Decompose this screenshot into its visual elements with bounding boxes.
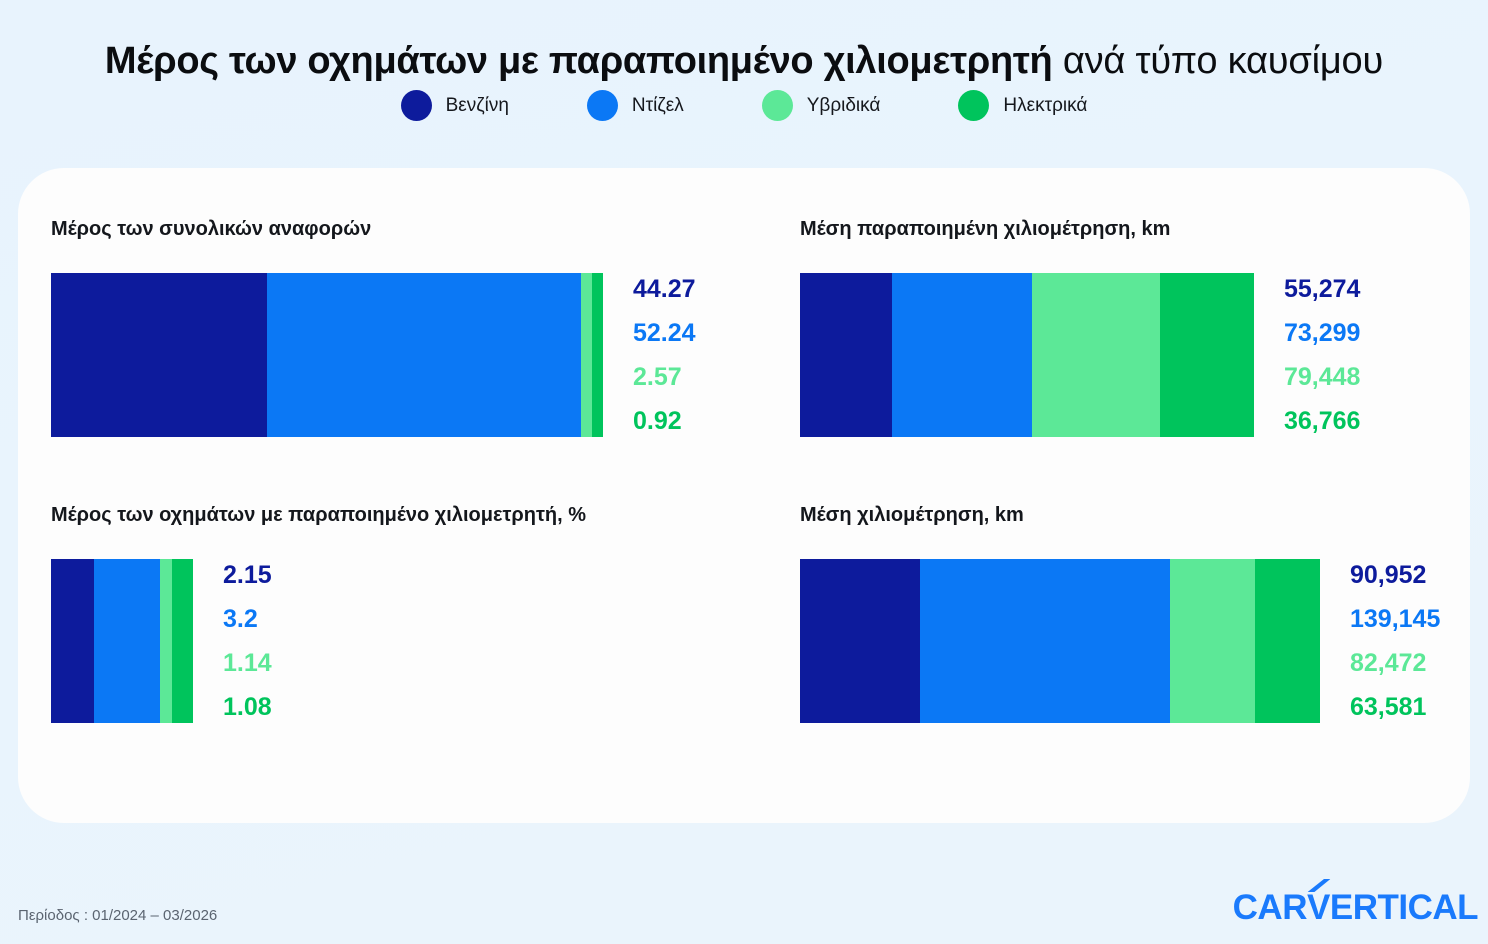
panel-body: 2.15 3.2 1.14 1.08 (51, 559, 586, 723)
value-label-2: 2.57 (633, 363, 682, 391)
value-labels: 55,274 73,299 79,448 36,766 (1284, 273, 1360, 437)
value-label-3: 1.08 (223, 693, 272, 721)
legend-item-label: Υβριδικά (806, 94, 881, 116)
legend-item-label: Βενζίνη (445, 94, 509, 116)
stacked-bar (800, 559, 1320, 723)
panel-average-rolled-back-mileage: Μέση παραποιημένη χιλιομέτρηση, km 55,274… (800, 218, 1360, 437)
logo-letter-v: V (1306, 888, 1330, 927)
legend: Βενζίνη Ντίζελ Υβριδικά Ηλεκτρικά (0, 90, 1488, 121)
bar-segment-0 (51, 273, 267, 437)
bar-segment-2 (1170, 559, 1255, 723)
value-label-3: 63,581 (1350, 693, 1427, 721)
logo-text-car: CAR (1232, 888, 1308, 927)
bar-segment-2 (581, 273, 592, 437)
bar-segment-3 (1160, 273, 1254, 437)
panel-average-mileage: Μέση χιλιομέτρηση, km 90,952 139,145 82,472… (800, 504, 1440, 723)
legend-dot-icon (761, 90, 793, 121)
value-label-0: 2.15 (223, 561, 272, 589)
bar-segment-3 (1255, 559, 1320, 723)
value-label-0: 90,952 (1350, 561, 1427, 589)
page-title: Μέρος των οχημάτων με παραποιημένο χιλιο… (0, 33, 1488, 89)
value-label-1: 52.24 (633, 319, 696, 347)
bar-segment-3 (592, 273, 603, 437)
legend-item-3: Ηλεκτρικά (958, 90, 1087, 121)
logo-text-ertical: ERTICAL (1329, 888, 1479, 927)
panel-title: Μέση παραποιημένη χιλιομέτρηση, km (800, 218, 1171, 240)
panel-title: Μέρος των συνολικών αναφορών (51, 218, 372, 240)
value-label-2: 1.14 (223, 649, 272, 677)
legend-item-0: Βενζίνη (400, 90, 509, 121)
value-labels: 90,952 139,145 82,472 63,581 (1350, 559, 1440, 723)
value-label-0: 44.27 (633, 275, 696, 303)
stacked-bar (51, 273, 603, 437)
stacked-bar (51, 559, 193, 723)
bar-segment-1 (892, 273, 1032, 437)
legend-item-2: Υβριδικά (761, 90, 881, 121)
bar-segment-1 (267, 273, 581, 437)
bar-segment-1 (94, 559, 160, 723)
legend-dot-icon (586, 90, 618, 121)
carvertical-logo: CARVERTICAL (1232, 888, 1479, 928)
legend-dot-icon (958, 90, 990, 121)
bar-segment-0 (51, 559, 94, 723)
panel-share-of-total-reports: Μέρος των συνολικών αναφορών 44.27 52.24 2.… (51, 218, 696, 437)
value-label-1: 3.2 (223, 605, 258, 633)
value-label-1: 73,299 (1284, 319, 1361, 347)
stacked-bar (800, 273, 1254, 437)
period-label: Περίοδος : 01/2024 – 03/2026 (18, 907, 218, 924)
value-label-3: 36,766 (1284, 407, 1361, 435)
charts-card: Μέρος των συνολικών αναφορών 44.27 52.24 2.… (18, 168, 1470, 823)
page-title-light: ανά τύπο καυσίμου (1052, 40, 1384, 83)
panel-body: 55,274 73,299 79,448 36,766 (800, 273, 1360, 437)
bar-segment-0 (800, 273, 892, 437)
bar-segment-2 (1032, 273, 1160, 437)
bar-segment-1 (920, 559, 1170, 723)
bar-segment-2 (160, 559, 172, 723)
panel-share-of-vehicles-with-rolled-back-odometer: Μέρος των οχημάτων με παραποιημένο χιλιο… (51, 504, 586, 723)
bar-segment-3 (172, 559, 193, 723)
panel-body: 90,952 139,145 82,472 63,581 (800, 559, 1440, 723)
panel-body: 44.27 52.24 2.57 0.92 (51, 273, 696, 437)
value-label-2: 82,472 (1350, 649, 1427, 677)
legend-item-label: Ντίζελ (631, 94, 684, 116)
value-label-2: 79,448 (1284, 363, 1361, 391)
value-label-1: 139,145 (1350, 605, 1441, 633)
legend-item-label: Ηλεκτρικά (1003, 94, 1088, 116)
legend-dot-icon (400, 90, 432, 121)
value-labels: 2.15 3.2 1.14 1.08 (223, 559, 272, 723)
value-label-0: 55,274 (1284, 275, 1361, 303)
legend-item-1: Ντίζελ (586, 90, 684, 121)
bar-segment-0 (800, 559, 920, 723)
page-title-bold: Μέρος των οχημάτων με παραποιημένο χιλιο… (104, 40, 1053, 83)
panel-title: Μέση χιλιομέτρηση, km (800, 504, 1024, 526)
panel-title: Μέρος των οχημάτων με παραποιημένο χιλιο… (51, 504, 587, 526)
value-labels: 44.27 52.24 2.57 0.92 (633, 273, 696, 437)
value-label-3: 0.92 (633, 407, 682, 435)
